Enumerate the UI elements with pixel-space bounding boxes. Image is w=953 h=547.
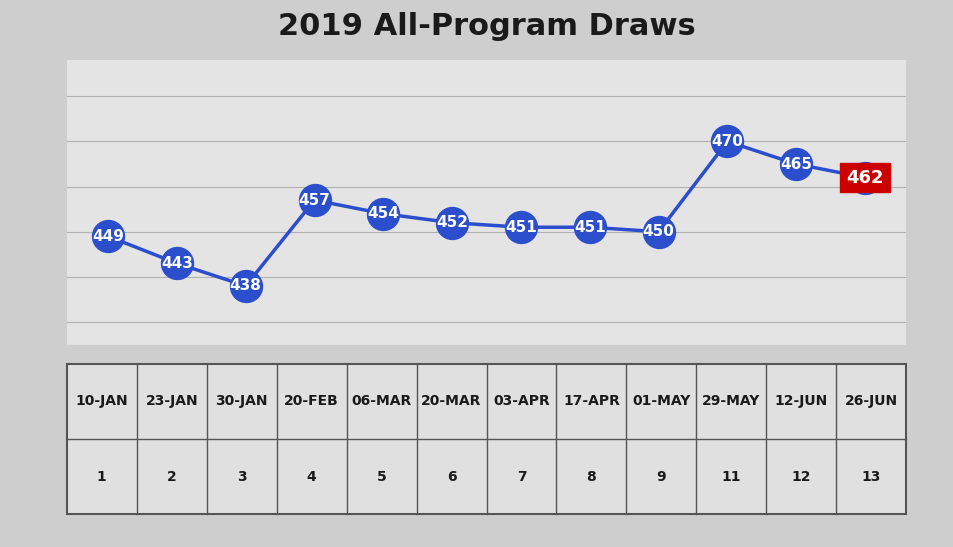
Text: 443: 443 [161,256,193,271]
Text: 23-JAN: 23-JAN [145,394,198,409]
Text: 06-MAR: 06-MAR [351,394,412,409]
Text: 454: 454 [367,206,399,221]
Text: 465: 465 [780,156,811,172]
Text: 12-JUN: 12-JUN [774,394,827,409]
Text: 452: 452 [436,215,468,230]
Text: 8: 8 [586,469,596,484]
Text: 451: 451 [574,220,605,235]
Text: 6: 6 [446,469,456,484]
Text: 20-MAR: 20-MAR [421,394,481,409]
Text: 9: 9 [656,469,665,484]
Text: 26-JUN: 26-JUN [843,394,897,409]
Text: 4: 4 [307,469,316,484]
Text: 10-JAN: 10-JAN [75,394,128,409]
Title: Minimum CRS Scores For
2019 All-Program Draws: Minimum CRS Scores For 2019 All-Program … [273,0,700,41]
Text: 5: 5 [376,469,386,484]
Text: 450: 450 [642,224,674,239]
Text: 20-FEB: 20-FEB [284,394,338,409]
Text: 13: 13 [861,469,880,484]
Text: 457: 457 [298,193,330,208]
Text: 438: 438 [230,278,261,293]
Text: 17-APR: 17-APR [562,394,619,409]
Text: 03-APR: 03-APR [493,394,549,409]
Text: 3: 3 [236,469,246,484]
Text: 451: 451 [504,220,537,235]
Text: 01-MAY: 01-MAY [632,394,690,409]
Text: 7: 7 [517,469,526,484]
Text: 29-MAY: 29-MAY [701,394,760,409]
Text: 462: 462 [845,168,882,187]
Text: 449: 449 [92,229,124,244]
Text: 470: 470 [711,134,742,149]
Text: 11: 11 [720,469,740,484]
Text: 1: 1 [97,469,107,484]
Text: 12: 12 [791,469,810,484]
Text: 30-JAN: 30-JAN [215,394,268,409]
Text: 2: 2 [167,469,176,484]
